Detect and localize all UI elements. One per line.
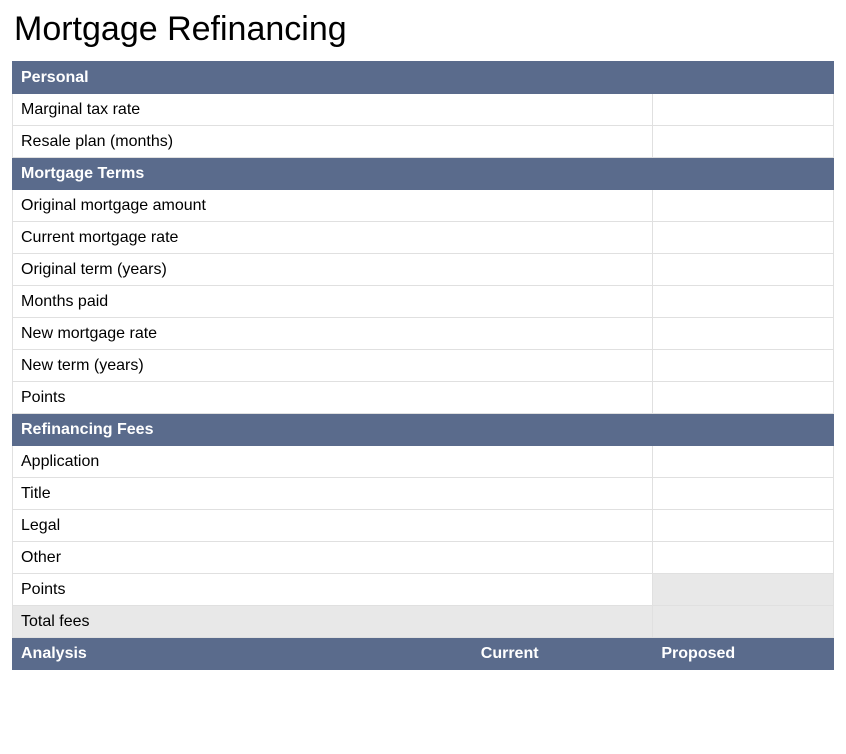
row-value[interactable] xyxy=(653,350,834,382)
table-row: Current mortgage rate xyxy=(13,222,834,254)
section-header-mortgage-terms: Mortgage Terms xyxy=(13,158,834,190)
row-label: Other xyxy=(13,542,653,574)
row-label: Legal xyxy=(13,510,653,542)
row-label: New term (years) xyxy=(13,350,653,382)
table-row: Marginal tax rate xyxy=(13,94,834,126)
table-row: Original term (years) xyxy=(13,254,834,286)
row-value[interactable] xyxy=(653,510,834,542)
table-row: Resale plan (months) xyxy=(13,126,834,158)
row-value[interactable] xyxy=(653,542,834,574)
row-label: Months paid xyxy=(13,286,653,318)
row-value[interactable] xyxy=(653,446,834,478)
table-row: Points xyxy=(13,382,834,414)
mortgage-table: Personal Marginal tax rate Resale plan (… xyxy=(12,61,834,670)
table-row: Other xyxy=(13,542,834,574)
row-value[interactable] xyxy=(653,478,834,510)
row-label: New mortgage rate xyxy=(13,318,653,350)
table-row: Months paid xyxy=(13,286,834,318)
row-label: Marginal tax rate xyxy=(13,94,653,126)
analysis-header-proposed: Proposed xyxy=(653,638,834,670)
row-value xyxy=(653,574,834,606)
row-label: Application xyxy=(13,446,653,478)
row-value[interactable] xyxy=(653,222,834,254)
row-label: Total fees xyxy=(13,606,653,638)
section-header-analysis: Analysis Current Proposed xyxy=(13,638,834,670)
row-label: Original term (years) xyxy=(13,254,653,286)
table-row: Title xyxy=(13,478,834,510)
table-row: Legal xyxy=(13,510,834,542)
row-value[interactable] xyxy=(653,254,834,286)
row-value[interactable] xyxy=(653,190,834,222)
row-value[interactable] xyxy=(653,94,834,126)
section-header-personal: Personal xyxy=(13,62,834,94)
section-header-label: Personal xyxy=(13,62,834,94)
row-value[interactable] xyxy=(653,382,834,414)
row-value[interactable] xyxy=(653,318,834,350)
section-header-label: Refinancing Fees xyxy=(13,414,834,446)
row-label: Current mortgage rate xyxy=(13,222,653,254)
row-label: Original mortgage amount xyxy=(13,190,653,222)
analysis-header-label: Analysis xyxy=(13,638,473,670)
section-header-refinancing-fees: Refinancing Fees xyxy=(13,414,834,446)
table-row: New mortgage rate xyxy=(13,318,834,350)
row-label: Points xyxy=(13,574,653,606)
table-row: Application xyxy=(13,446,834,478)
row-value xyxy=(653,606,834,638)
table-row: Points xyxy=(13,574,834,606)
table-row-total: Total fees xyxy=(13,606,834,638)
row-label: Resale plan (months) xyxy=(13,126,653,158)
row-label: Points xyxy=(13,382,653,414)
table-row: New term (years) xyxy=(13,350,834,382)
section-header-label: Mortgage Terms xyxy=(13,158,834,190)
analysis-header-current: Current xyxy=(472,638,653,670)
page-title: Mortgage Refinancing xyxy=(14,10,834,49)
row-value[interactable] xyxy=(653,126,834,158)
table-row: Original mortgage amount xyxy=(13,190,834,222)
row-label: Title xyxy=(13,478,653,510)
row-value[interactable] xyxy=(653,286,834,318)
